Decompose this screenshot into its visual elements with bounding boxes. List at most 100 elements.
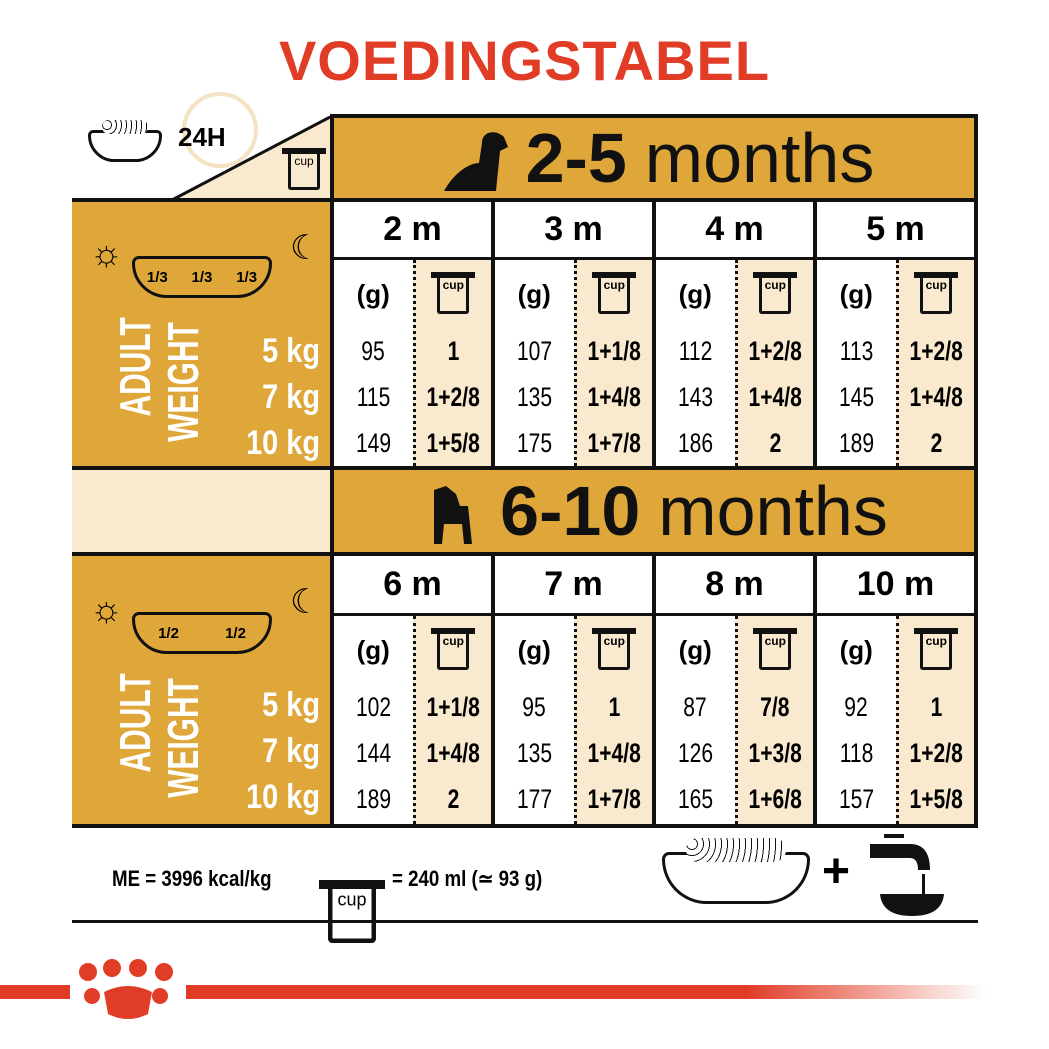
cup-icon: cup xyxy=(431,260,476,328)
grams-value: 126 xyxy=(677,737,713,768)
adult-weight-label: ADULT WEIGHT xyxy=(111,294,208,470)
cups-column: cup 1 1+2/8 1+5/8 xyxy=(412,260,491,466)
brand-bar xyxy=(0,985,70,999)
cup-label: cup xyxy=(759,634,792,670)
month-label: 4 m xyxy=(656,202,813,260)
portion: 1/2 xyxy=(158,624,179,642)
grams-value: 113 xyxy=(839,335,874,366)
cup-icon: cup xyxy=(592,616,637,684)
cup-value: 2 xyxy=(930,427,943,458)
grams-value: 177 xyxy=(516,783,552,814)
age-unit: months xyxy=(658,472,888,550)
bowl-portions-icon: 1/3 1/3 1/3 xyxy=(132,256,272,298)
left-blank-6-10 xyxy=(72,470,330,552)
grams-column: (g) 113 145 189 xyxy=(817,260,896,466)
cups-column: cup 1+2/8 1+4/8 2 xyxy=(895,260,974,466)
weight-label: WEIGHT xyxy=(159,322,208,442)
plus-sign: + xyxy=(822,845,851,898)
cup-icon: cup xyxy=(282,148,326,192)
grams-value: 145 xyxy=(838,381,874,412)
month-column: 4 m (g) 112 143 186 cup 1+2/8 1+4/8 2 xyxy=(652,202,813,466)
cup-value: 1 xyxy=(930,691,943,722)
grams-value: 186 xyxy=(677,427,713,458)
weight-7kg: 7 kg xyxy=(262,378,320,416)
grams-column: (g) 92 118 157 xyxy=(817,616,896,824)
grams-value: 102 xyxy=(355,691,391,722)
month-label: 10 m xyxy=(817,556,974,616)
table-2-5-months: 2 m (g) 95 115 149 cup 1 1+2/8 1+5/8 3 m (g) 107 135… xyxy=(330,202,974,466)
grams-value: 165 xyxy=(677,783,713,814)
corner-diagonal xyxy=(172,116,332,200)
weight-10kg: 10 kg xyxy=(246,424,320,462)
portion: 1/2 xyxy=(225,624,246,642)
divider xyxy=(72,824,978,828)
cup-icon: cup xyxy=(914,616,959,684)
age-range: 2-5 xyxy=(525,119,627,197)
grams-column: (g) 112 143 186 xyxy=(656,260,735,466)
cup-icon: cup xyxy=(592,260,637,328)
grams-header: (g) xyxy=(356,634,390,665)
moon-icon: ☾ xyxy=(290,229,321,267)
brand-bar xyxy=(186,985,986,999)
cup-label: cup xyxy=(598,634,631,670)
grams-value: 144 xyxy=(355,737,391,768)
section-header-6-10-months: 6-10 months xyxy=(330,470,974,552)
cup-value: 1+7/8 xyxy=(587,783,641,814)
month-column: 8 m (g) 87 126 165 cup 7/8 1+3/8 1+6/8 xyxy=(652,556,813,824)
food-bowl-icon xyxy=(88,130,162,162)
left-panel-6-10 xyxy=(72,556,330,824)
weight-5kg: 5 kg xyxy=(262,686,320,724)
cup-value: 1+4/8 xyxy=(587,737,641,768)
grams-value: 143 xyxy=(677,381,713,412)
month-column: 3 m (g) 107 135 175 cup 1+1/8 1+4/8 1+7/8 xyxy=(491,202,652,466)
divider xyxy=(72,466,978,470)
cup-value: 1+5/8 xyxy=(426,427,480,458)
cup-value: 1+2/8 xyxy=(748,335,802,366)
grams-header: (g) xyxy=(517,278,551,309)
cup-value: 1+2/8 xyxy=(909,737,963,768)
grams-header: (g) xyxy=(356,278,390,309)
grams-header: (g) xyxy=(839,634,873,665)
grams-header: (g) xyxy=(517,634,551,665)
grams-value: 135 xyxy=(516,737,552,768)
cup-label: cup xyxy=(437,634,470,670)
food-kibble-icon xyxy=(686,838,786,862)
age-range: 6-10 xyxy=(500,472,641,550)
cup-label: cup xyxy=(759,278,792,314)
grams-value: 149 xyxy=(355,427,391,458)
month-column: 7 m (g) 95 135 177 cup 1 1+4/8 1+7/8 xyxy=(491,556,652,824)
sun-icon: ☼ xyxy=(90,588,123,629)
table-6-10-months: 6 m (g) 102 144 189 cup 1+1/8 1+4/8 2 7 m (g) 95 135… xyxy=(330,556,974,824)
portion: 1/3 xyxy=(236,268,258,286)
24h-label: 24H xyxy=(178,122,226,152)
divider xyxy=(72,920,978,923)
cup-value: 1+1/8 xyxy=(587,335,641,366)
cup-value: 7/8 xyxy=(760,691,790,722)
cup-value: 1+4/8 xyxy=(909,381,963,412)
cups-column: cup 1+1/8 1+4/8 1+7/8 xyxy=(573,260,652,466)
divider xyxy=(72,552,978,556)
cup-value: 1+7/8 xyxy=(587,427,641,458)
puppy-standing-icon xyxy=(434,486,473,544)
cup-value: 1+2/8 xyxy=(909,335,963,366)
cup-value: 1+6/8 xyxy=(748,783,802,814)
cups-column: cup 1 1+4/8 1+7/8 xyxy=(573,616,652,824)
puppy-sitting-icon xyxy=(443,132,508,191)
grams-value: 87 xyxy=(683,691,707,722)
cup-value: 1+2/8 xyxy=(426,381,480,412)
month-label: 2 m xyxy=(334,202,491,260)
clock-icon xyxy=(182,92,258,168)
cup-label: cup xyxy=(437,278,470,314)
grams-column: (g) 95 135 177 xyxy=(495,616,574,824)
month-label: 5 m xyxy=(817,202,974,260)
grams-value: 112 xyxy=(678,335,713,366)
cup-value: 1 xyxy=(447,335,460,366)
royal-canin-crown-logo xyxy=(79,959,173,1019)
weight-5kg: 5 kg xyxy=(262,332,320,370)
grams-column: (g) 95 115 149 xyxy=(334,260,413,466)
adult-label: ADULT xyxy=(111,673,160,773)
page-title: VOEDINGSTABEL xyxy=(278,29,771,92)
cup-value: 1+1/8 xyxy=(426,691,480,722)
grams-column: (g) 107 135 175 xyxy=(495,260,574,466)
month-column: 6 m (g) 102 144 189 cup 1+1/8 1+4/8 2 xyxy=(330,556,491,824)
